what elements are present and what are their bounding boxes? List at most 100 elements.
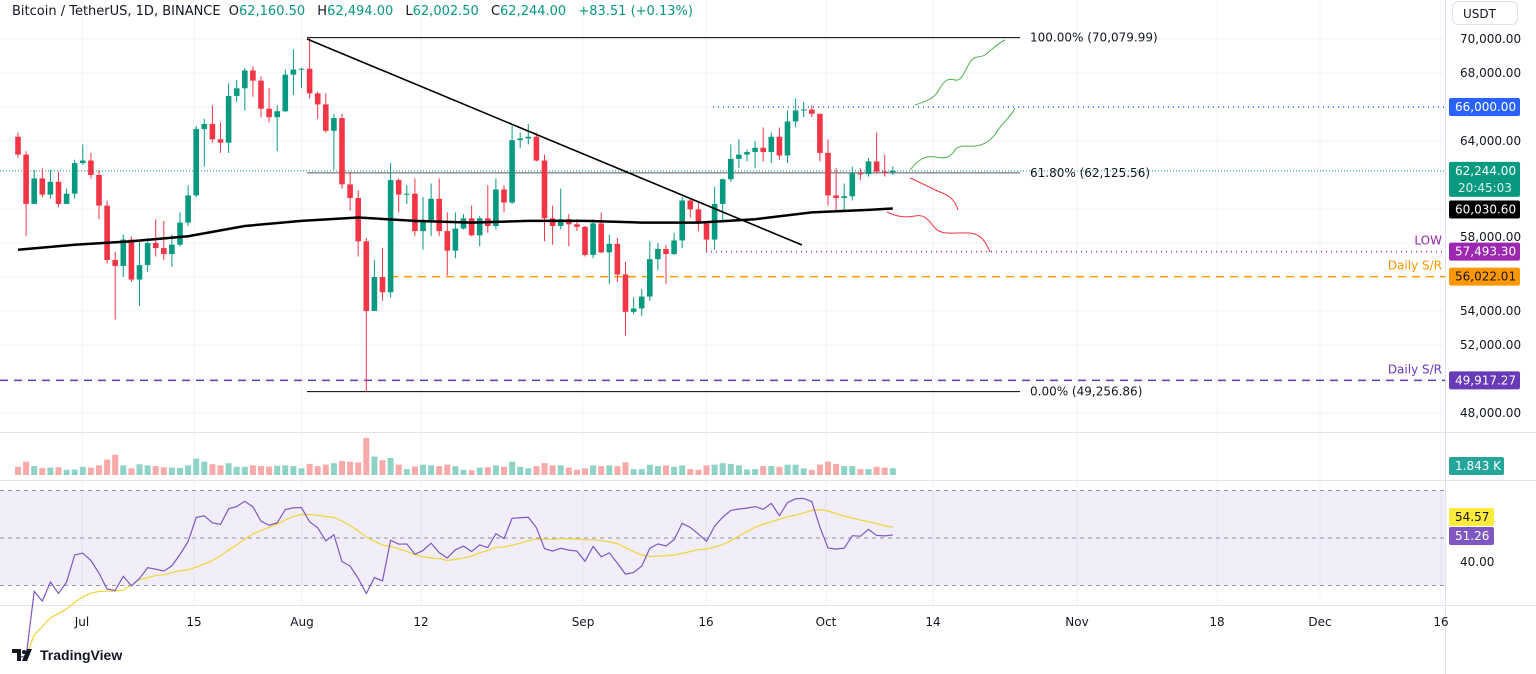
candle: [638, 288, 645, 317]
last-price-badge-bg: [1449, 161, 1520, 197]
candle-body: [719, 179, 726, 204]
volume-bar: [436, 466, 443, 475]
candle-body: [80, 160, 86, 164]
candle: [776, 127, 783, 160]
low-group: L62,002.50: [405, 4, 482, 19]
volume-bar: [371, 456, 378, 475]
candle: [144, 237, 151, 272]
volume-bar: [387, 457, 394, 475]
change-value: +83.51 (+0.13%): [578, 4, 693, 19]
volume-bar: [136, 464, 143, 475]
volume-bar: [411, 466, 418, 475]
candle: [128, 236, 135, 283]
candle: [233, 79, 240, 102]
candle-body: [404, 193, 410, 195]
candle: [703, 222, 710, 252]
volume-bar: [217, 465, 224, 475]
candle: [185, 185, 191, 226]
candle-body: [452, 228, 459, 251]
candle: [800, 101, 807, 118]
volume-bar: [468, 470, 475, 475]
candle-body: [614, 243, 621, 275]
candle: [695, 202, 702, 232]
candle-body: [120, 239, 127, 266]
candle-body: [31, 178, 37, 204]
candle: [31, 169, 37, 204]
candle: [476, 215, 483, 247]
volume-badge: 1.843 K: [1449, 457, 1504, 475]
close-label: C: [490, 4, 501, 19]
price-tick: 68,000.00: [1460, 66, 1521, 80]
volume-bar: [703, 465, 710, 475]
symbol-title[interactable]: Bitcoin / TetherUS, 1D, BINANCE: [12, 4, 221, 19]
candle: [784, 110, 791, 164]
candle: [881, 154, 888, 177]
price-tick: 52,000.00: [1460, 338, 1521, 352]
candle: [412, 178, 418, 237]
candle-body: [201, 124, 208, 130]
candle: [752, 141, 758, 169]
trendline[interactable]: [306, 38, 803, 246]
low-value: 62,002.50: [412, 4, 479, 19]
candle: [314, 91, 321, 119]
volume-bar: [865, 469, 872, 475]
candle: [331, 113, 337, 170]
volume-bar: [63, 469, 70, 475]
candle: [209, 105, 216, 143]
tradingview-logo[interactable]: TradingView: [12, 647, 122, 663]
candle: [88, 152, 94, 179]
candle: [428, 183, 434, 237]
volume-bar: [233, 466, 240, 475]
volume-bar: [274, 465, 281, 475]
candle-body: [282, 74, 289, 112]
candle: [873, 132, 880, 174]
candle-body: [541, 160, 548, 219]
volume-bar: [452, 466, 459, 475]
time-tick: 16: [698, 615, 713, 629]
candle-body: [728, 158, 734, 180]
price-axis[interactable]: 70,000.00 68,000.00 64,000.00 58,000.00 54,0…: [1460, 32, 1521, 569]
volume-bar: [160, 467, 167, 475]
candle-body: [152, 243, 159, 249]
candle-body: [736, 154, 742, 159]
time-axis[interactable]: Jul 15 Aug 12 Sep 16 Oct 14 Nov 18 Dec 16: [74, 615, 1449, 629]
candle-body: [15, 136, 21, 155]
volume-bar: [249, 465, 256, 475]
candle: [590, 219, 596, 259]
time-tick: 18: [1209, 615, 1224, 629]
candle: [23, 151, 29, 237]
candle-body: [169, 244, 175, 255]
candle-body: [363, 241, 370, 311]
currency-button[interactable]: USDT: [1452, 1, 1518, 25]
candle: [849, 166, 856, 201]
candle: [112, 251, 118, 320]
price-tick: 48,000.00: [1460, 406, 1521, 420]
volume-bar: [881, 467, 888, 475]
candle-body: [881, 171, 888, 173]
candle-body: [873, 161, 880, 172]
candle-body: [96, 175, 102, 206]
candle-body: [444, 231, 451, 251]
candle: [169, 234, 175, 267]
candle-body: [825, 152, 831, 196]
candle-body: [549, 218, 556, 226]
candle-body: [671, 240, 677, 255]
volume-bar: [476, 467, 483, 475]
candle: [533, 132, 540, 162]
volume-bar: [484, 467, 491, 475]
candle: [80, 144, 86, 165]
candle-body: [161, 248, 167, 255]
candle: [379, 248, 386, 301]
candle-body: [428, 198, 434, 221]
brand-name: TradingView: [40, 647, 123, 663]
candle: [833, 168, 839, 211]
candle-body: [800, 109, 807, 111]
volume-bar: [282, 465, 289, 475]
candle-body: [71, 163, 78, 194]
candle: [857, 168, 864, 181]
projection-bull: [909, 107, 1016, 171]
high-value: 62,494.00: [327, 4, 394, 19]
projection-bear: [909, 177, 959, 211]
candle-body: [420, 220, 426, 232]
